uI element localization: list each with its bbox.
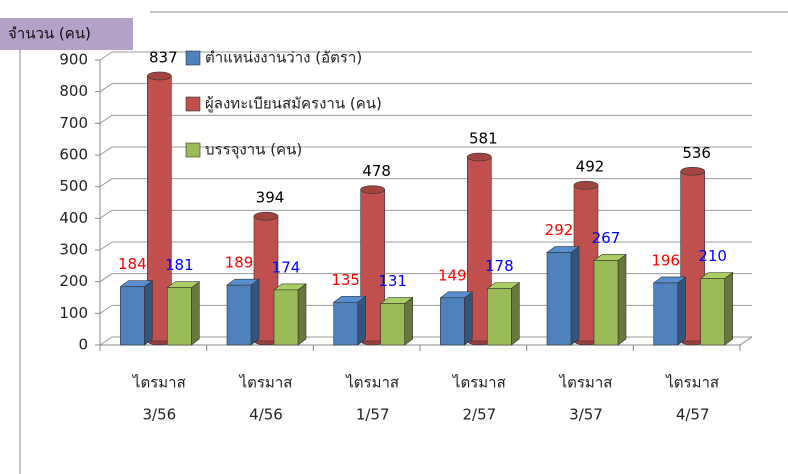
grid-line [99,273,752,283]
x-tick-label: 2/57 [462,406,496,424]
bar [333,301,358,346]
data-label: 292 [545,221,574,239]
legend-swatch [185,142,201,158]
legend-label: บรรจุงาน (คน) [205,141,302,160]
x-tick-label: ไตรมาส [345,374,399,392]
bar [593,260,619,346]
bar [653,282,678,346]
bar-side [404,296,413,346]
bar-top [147,71,172,81]
bar-side [250,278,260,346]
bar-top [467,152,492,162]
data-label: 174 [272,258,301,276]
bar-top [680,166,705,176]
x-tick-label: ไตรมาส [559,374,613,392]
bar [700,278,725,346]
x-tick-label: ไตรมาส [665,374,719,392]
x-tick-label: ไตรมาส [132,374,186,392]
legend-label: ผู้ลงทะเบียนสมัครงาน (คน) [205,95,382,113]
data-label: 196 [651,251,680,269]
bar-side [677,276,686,346]
grid-line [99,83,752,93]
bar [226,284,252,346]
data-label: 149 [438,266,467,284]
bar-side [570,245,580,346]
grid-line [99,336,752,346]
grid-line [99,241,752,251]
bar-side [297,283,307,346]
bar-side [144,280,153,346]
bar-side [724,271,733,346]
x-tick-label: 4/56 [249,406,283,424]
grid-line [99,114,752,124]
x-tick-label: 3/57 [569,406,603,424]
bar-top [253,211,279,221]
data-label: 581 [469,130,498,148]
y-label-box [0,18,133,50]
data-label: 131 [378,272,407,290]
data-label: 837 [149,48,178,66]
bar [487,288,512,346]
data-label: 394 [256,189,285,207]
grid-line [99,304,752,314]
bar [380,303,405,346]
y-tick-label: 100 [59,304,88,322]
bar-top [360,185,385,194]
legend-swatch [185,50,201,66]
data-label: 135 [331,271,360,289]
data-label: 181 [165,256,194,274]
bar-side [191,281,200,346]
x-tick-label: ไตรมาส [452,374,506,392]
grid-line [99,209,752,219]
data-label: 267 [592,229,621,247]
bar [440,297,465,346]
data-label: 478 [362,162,391,180]
grid-line [99,51,752,61]
bar [167,287,192,346]
x-tick-label: 4/57 [676,406,710,424]
y-tick-label: 600 [59,146,88,164]
x-tick-label: ไตรมาส [239,374,293,392]
legend-swatch [185,96,201,112]
data-label: 184 [118,255,147,273]
y-tick-label: 700 [59,114,88,132]
bar-side [357,295,366,346]
bar-side [511,282,520,346]
bar-side [617,253,627,346]
y-tick-label: 500 [59,177,88,195]
bar-top [573,180,599,190]
data-label: 210 [698,247,727,265]
bar [546,252,572,346]
x-tick-label: 1/57 [356,406,390,424]
y-tick-label: 400 [59,209,88,227]
grid-line [99,146,752,156]
data-label: 492 [576,158,605,176]
y-tick-label: 200 [59,272,88,290]
data-label: 178 [485,257,514,275]
y-tick-label: 300 [59,241,88,259]
bar [273,289,299,346]
grid-line [99,178,752,188]
y-axis-label: จำนวน (คน) [8,25,91,43]
y-tick-label: 800 [59,82,88,100]
y-tick-label: 0 [78,336,88,354]
y-tick-label: 900 [59,51,88,69]
data-label: 189 [225,254,254,272]
bar-side [464,291,473,346]
x-tick-label: 3/56 [142,406,176,424]
legend-label: ตำแหน่งงานว่าง (อัตรา) [205,49,362,67]
data-label: 536 [682,144,711,162]
bar [120,286,145,346]
